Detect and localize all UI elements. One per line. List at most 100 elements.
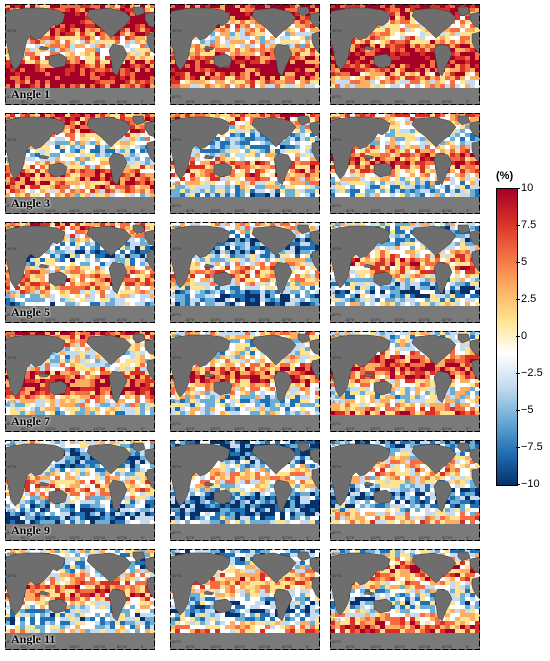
- anomaly-cell: [350, 189, 355, 193]
- anomaly-cell: [90, 113, 95, 117]
- anomaly-cell: [45, 84, 50, 88]
- land-masses: [170, 115, 320, 214]
- anomaly-cell: [220, 242, 225, 246]
- anomaly-cell: [310, 161, 315, 165]
- anomaly-cell: [295, 149, 300, 153]
- anomaly-cell: [35, 286, 40, 290]
- anomaly-cell: [390, 68, 395, 72]
- anomaly-cell: [55, 80, 60, 84]
- anomaly-cell: [70, 125, 75, 129]
- anomaly-cell: [365, 64, 370, 68]
- anomaly-cell: [75, 56, 80, 60]
- anomaly-cell: [315, 169, 320, 173]
- anomaly-cell: [290, 262, 295, 266]
- anomaly-cell: [80, 64, 85, 68]
- anomaly-cell: [90, 157, 95, 161]
- anomaly-cell: [200, 173, 205, 177]
- anomaly-cell: [35, 173, 40, 177]
- anomaly-cell: [350, 177, 355, 181]
- anomaly-cell: [335, 189, 340, 193]
- anomaly-cell: [245, 24, 250, 28]
- anomaly-cell: [170, 270, 175, 274]
- anomaly-cell: [210, 161, 215, 165]
- anomaly-cell: [65, 230, 70, 234]
- anomaly-cell: [440, 40, 445, 44]
- anomaly-cell: [285, 113, 290, 117]
- anomaly-cell: [120, 76, 125, 80]
- anomaly-cell: [75, 290, 80, 294]
- anomaly-cell: [145, 185, 150, 189]
- continent: [203, 154, 215, 160]
- anomaly-cell: [210, 84, 215, 88]
- anomaly-cell: [225, 181, 230, 185]
- anomaly-cell: [290, 4, 295, 8]
- anomaly-cell: [140, 181, 145, 185]
- anomaly-cell: [80, 113, 85, 117]
- anomaly-cell: [390, 20, 395, 24]
- anomaly-cell: [105, 254, 110, 258]
- anomaly-cell: [240, 189, 245, 193]
- anomaly-cell: [170, 189, 175, 193]
- anomaly-cell: [270, 44, 275, 48]
- anomaly-cell: [180, 80, 185, 84]
- anomaly-cell: [80, 153, 85, 157]
- anomaly-cell: [265, 76, 270, 80]
- anomaly-cell: [215, 189, 220, 193]
- anomaly-cell: [105, 262, 110, 266]
- anomaly-cell: [190, 40, 195, 44]
- anomaly-cell: [5, 56, 10, 60]
- anomaly-cell: [225, 258, 230, 262]
- anomaly-cell: [260, 44, 265, 48]
- anomaly-cell: [255, 153, 260, 157]
- anomaly-cell: [195, 258, 200, 262]
- anomaly-cell: [475, 72, 480, 76]
- anomaly-cell: [5, 274, 10, 278]
- anomaly-cell: [395, 165, 400, 169]
- anomaly-cell: [195, 145, 200, 149]
- anomaly-cell: [85, 20, 90, 24]
- anomaly-cell: [205, 169, 210, 173]
- anomaly-cell: [400, 12, 405, 16]
- anomaly-cell: [475, 161, 480, 165]
- anomaly-cell: [225, 157, 230, 161]
- anomaly-cell: [135, 76, 140, 80]
- anomaly-cell: [355, 185, 360, 189]
- anomaly-cell: [100, 145, 105, 149]
- anomaly-cell: [135, 20, 140, 24]
- anomaly-cell: [460, 161, 465, 165]
- anomaly-cell: [125, 44, 130, 48]
- anomaly-cell: [405, 12, 410, 16]
- anomaly-cell: [5, 169, 10, 173]
- anomaly-cell: [35, 193, 40, 197]
- anomaly-cell: [250, 266, 255, 270]
- anomaly-cell: [80, 32, 85, 36]
- anomaly-cell: [5, 165, 10, 169]
- anomaly-cell: [430, 4, 435, 8]
- anomaly-cell: [300, 44, 305, 48]
- anomaly-cell: [170, 161, 175, 165]
- anomaly-cell: [415, 157, 420, 161]
- anomaly-cell: [70, 189, 75, 193]
- anomaly-cell: [85, 84, 90, 88]
- anomaly-cell: [305, 258, 310, 262]
- anomaly-cell: [5, 290, 10, 294]
- anomaly-cell: [140, 298, 145, 302]
- anomaly-cell: [410, 169, 415, 173]
- anomaly-cell: [390, 40, 395, 44]
- anomaly-cell: [10, 298, 15, 302]
- anomaly-cell: [80, 8, 85, 12]
- anomaly-cell: [105, 56, 110, 60]
- latitude-tick: 80°S: [7, 203, 16, 208]
- anomaly-cell: [285, 222, 290, 226]
- anomaly-cell: [200, 76, 205, 80]
- anomaly-cell: [285, 32, 290, 36]
- anomaly-cell: [295, 177, 300, 181]
- anomaly-cell: [195, 165, 200, 169]
- anomaly-cell: [300, 125, 305, 129]
- anomaly-cell: [135, 302, 140, 306]
- anomaly-cell: [285, 181, 290, 185]
- anomaly-cell: [270, 161, 275, 165]
- anomaly-cell: [55, 28, 60, 32]
- anomaly-cell: [400, 28, 405, 32]
- anomaly-cell: [300, 68, 305, 72]
